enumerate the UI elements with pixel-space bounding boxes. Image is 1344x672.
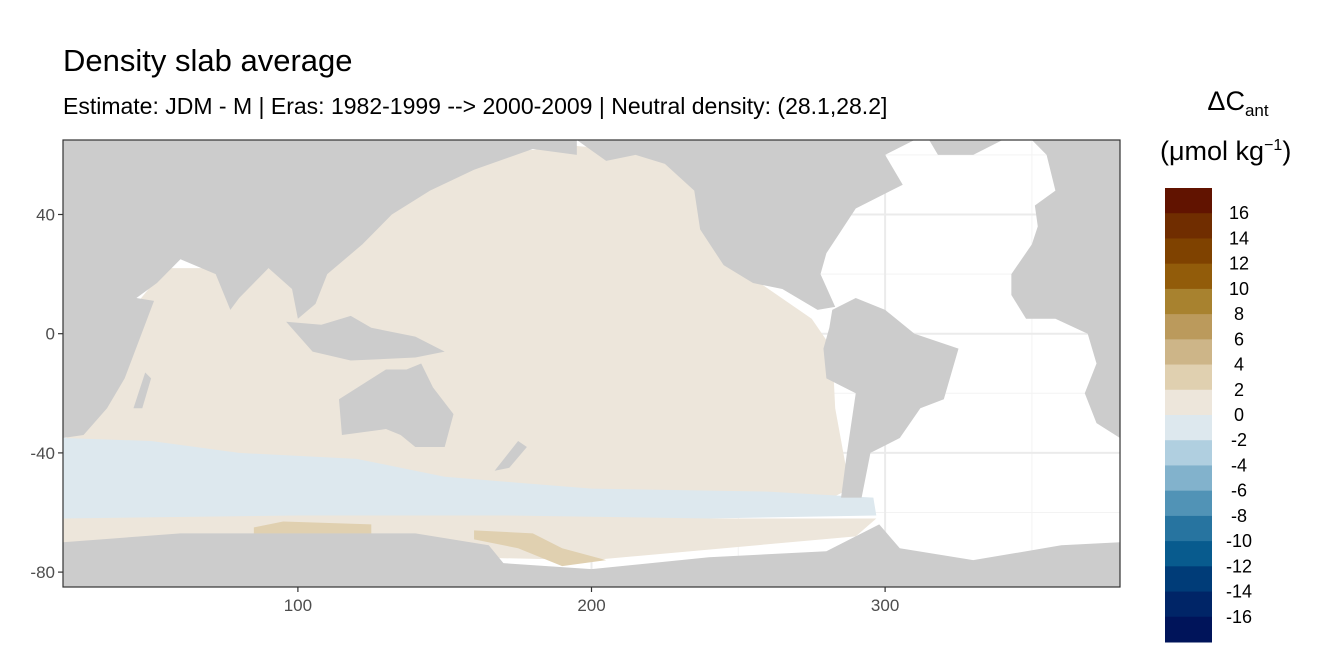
- legend-label: -8: [1231, 506, 1247, 526]
- legend-title-sub: ant: [1244, 101, 1269, 120]
- legend-color-bin: [1165, 415, 1212, 441]
- legend-color-bin: [1165, 591, 1212, 618]
- antarctic-margin-2-4: [253, 521, 372, 537]
- legend-label: -4: [1231, 455, 1247, 475]
- legend-color-bin: [1165, 263, 1212, 290]
- land-antarctica: [63, 524, 1120, 587]
- legend-color-bin: [1165, 314, 1212, 340]
- legend-color-bin: [1165, 465, 1212, 492]
- land-greenland: [929, 140, 1003, 155]
- ocean-negative-0-2: [63, 438, 877, 522]
- legend-unit-sup: −1: [1264, 137, 1283, 154]
- legend-label: 4: [1234, 355, 1244, 375]
- land-madagascar: [133, 372, 152, 409]
- legend-color-bin: [1165, 339, 1212, 366]
- legend-label: 10: [1229, 279, 1249, 299]
- x-tick-label: 300: [871, 596, 899, 615]
- legend-color-bin: [1165, 541, 1212, 567]
- legend-label: -16: [1226, 607, 1252, 627]
- legend-label: 14: [1229, 228, 1249, 248]
- legend-color-bin: [1165, 238, 1212, 265]
- legend-unit-pre: (μmol kg: [1160, 136, 1265, 166]
- legend-title-main: ΔC: [1207, 86, 1245, 116]
- legend-label: 12: [1229, 254, 1249, 274]
- legend-label: 0: [1234, 405, 1244, 425]
- legend-unit-post: ): [1282, 136, 1292, 166]
- legend-color-bin: [1165, 566, 1212, 593]
- legend-color-bin: [1165, 440, 1212, 466]
- legend-color-bin: [1165, 188, 1212, 214]
- ross-sea-2-4: [474, 530, 607, 567]
- legend-color-bin: [1165, 616, 1212, 643]
- land-south-america: [823, 297, 959, 498]
- legend-label: -6: [1231, 481, 1247, 501]
- legend-label: -2: [1231, 430, 1247, 450]
- y-tick-label: 0: [46, 325, 55, 344]
- y-tick-label: 40: [36, 206, 55, 225]
- legend-label: 16: [1229, 203, 1249, 223]
- land-europe-africa-east: [1011, 140, 1120, 438]
- legend-color-bin: [1165, 364, 1212, 391]
- legend-color-bin: [1165, 389, 1212, 416]
- y-tick-label: -80: [30, 563, 55, 582]
- land-north-america: [576, 140, 915, 310]
- legend-label: -14: [1226, 582, 1252, 602]
- ocean-positive-0-2: [63, 145, 850, 501]
- legend-label: 2: [1234, 380, 1244, 400]
- land-maritime-continent: [286, 315, 445, 361]
- land-new-zealand: [494, 440, 527, 471]
- legend-label: -12: [1226, 556, 1252, 576]
- y-tick-label: -40: [30, 444, 55, 463]
- land-australia: [338, 363, 454, 447]
- x-tick-label: 200: [577, 596, 605, 615]
- legend-color-bin: [1165, 490, 1212, 517]
- legend-label: -10: [1226, 531, 1252, 551]
- map-layer: [63, 140, 1120, 587]
- land-eurasia-africa: [63, 140, 577, 438]
- legend-label: 8: [1234, 304, 1244, 324]
- legend-label: 6: [1234, 329, 1244, 349]
- chart-subtitle: Estimate: JDM - M | Eras: 1982-1999 --> …: [63, 93, 888, 119]
- legend-color-bin: [1165, 515, 1212, 542]
- chart-title: Density slab average: [63, 43, 353, 78]
- legend-color-bin: [1165, 288, 1212, 315]
- legend-color-bin: [1165, 213, 1212, 239]
- legend-unit: (μmol kg−1): [1160, 136, 1291, 167]
- x-tick-label: 100: [284, 596, 312, 615]
- legend-title: ΔCant: [1172, 86, 1304, 121]
